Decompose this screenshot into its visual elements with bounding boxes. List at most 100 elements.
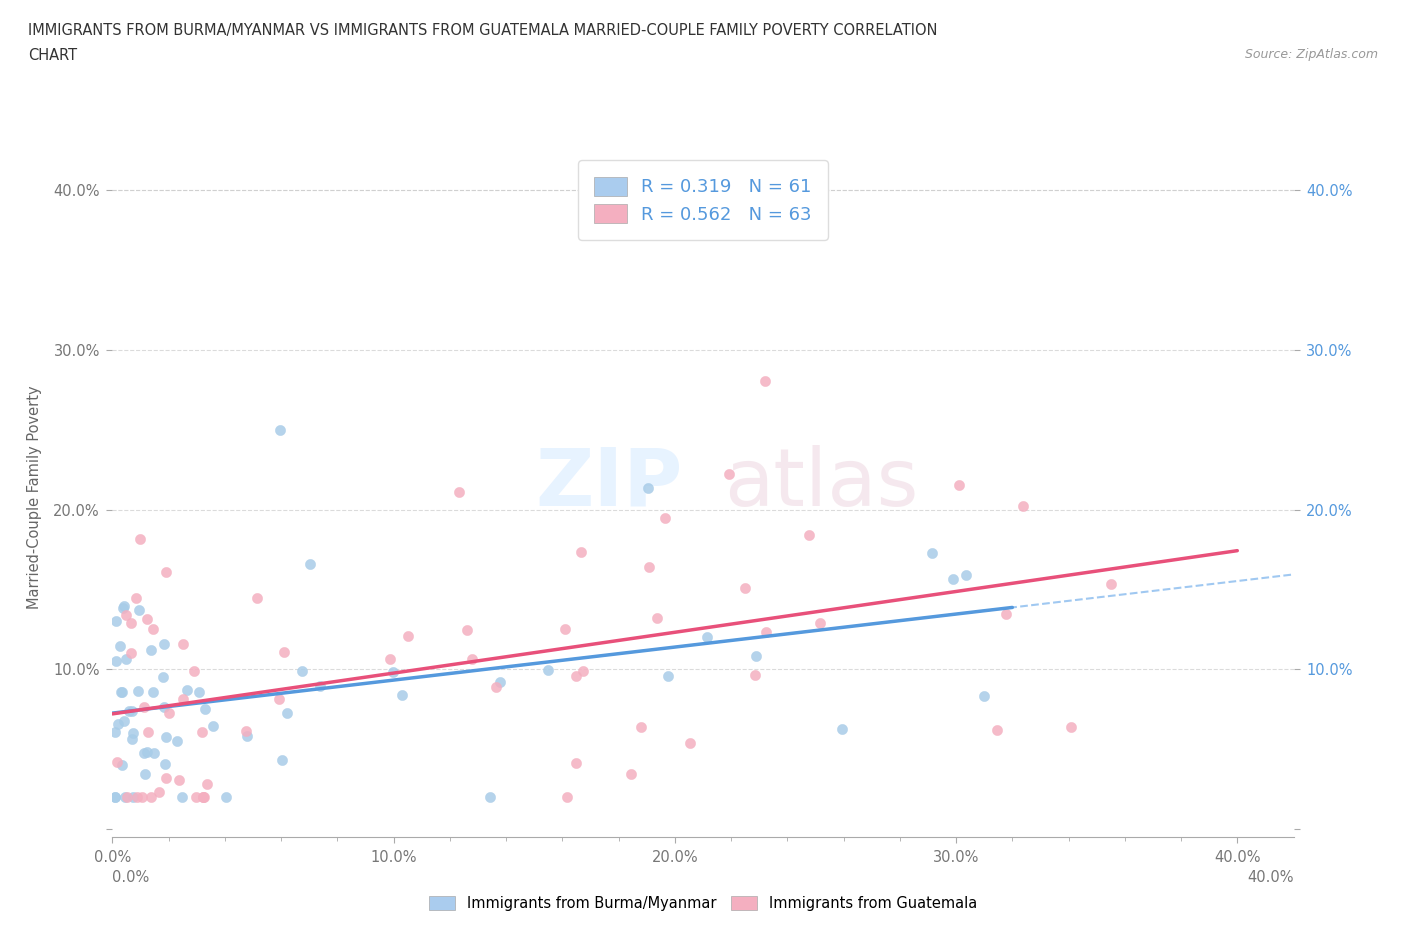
Text: 40.0%: 40.0% [1247, 870, 1294, 884]
Point [565, 755, 588, 770]
Point [127, 684, 149, 698]
Point [246, 591, 269, 605]
Point [449, 485, 471, 499]
Point [195, 777, 218, 791]
Legend: R = 0.319   N = 61, R = 0.562   N = 63: R = 0.319 N = 61, R = 0.562 N = 63 [578, 160, 828, 240]
Point [183, 664, 205, 679]
Point [167, 772, 190, 787]
Point [128, 603, 150, 618]
Point [104, 790, 127, 804]
Point [235, 724, 257, 738]
Point [191, 790, 214, 804]
Point [808, 616, 831, 631]
Point [382, 665, 405, 680]
Point [152, 670, 174, 684]
Y-axis label: Married-Couple Family Poverty: Married-Couple Family Poverty [27, 386, 42, 609]
Point [110, 685, 132, 700]
Point [129, 532, 152, 547]
Point [148, 785, 170, 800]
Point [754, 373, 776, 388]
Point [201, 719, 224, 734]
Point [139, 642, 162, 657]
Point [797, 528, 820, 543]
Point [186, 790, 208, 804]
Point [134, 746, 156, 761]
Point [572, 664, 595, 679]
Point [1060, 720, 1083, 735]
Text: Source: ZipAtlas.com: Source: ZipAtlas.com [1244, 48, 1378, 61]
Point [734, 580, 756, 595]
Point [1099, 577, 1122, 591]
Point [461, 652, 484, 667]
Point [191, 790, 214, 804]
Point [921, 546, 943, 561]
Point [115, 651, 138, 666]
Point [122, 725, 145, 740]
Point [125, 591, 148, 606]
Point [120, 645, 142, 660]
Point [115, 790, 138, 804]
Point [111, 600, 134, 615]
Point [396, 629, 419, 644]
Point [125, 790, 148, 804]
Point [166, 734, 188, 749]
Text: CHART: CHART [28, 48, 77, 63]
Text: 0.0%: 0.0% [112, 870, 149, 884]
Point [565, 669, 588, 684]
Point [744, 668, 766, 683]
Point [554, 622, 576, 637]
Point [112, 598, 135, 613]
Point [478, 790, 501, 804]
Point [157, 706, 180, 721]
Point [193, 790, 215, 804]
Point [141, 790, 163, 804]
Point [973, 688, 995, 703]
Point [654, 511, 676, 525]
Point [745, 648, 768, 663]
Point [485, 680, 508, 695]
Point [194, 702, 217, 717]
Point [108, 639, 131, 654]
Point [619, 767, 641, 782]
Point [142, 621, 165, 636]
Point [155, 730, 177, 745]
Point [136, 724, 159, 739]
Point [121, 731, 143, 746]
Point [155, 565, 177, 579]
Point [176, 683, 198, 698]
Point [112, 713, 135, 728]
Point [236, 728, 259, 743]
Text: IMMIGRANTS FROM BURMA/MYANMAR VS IMMIGRANTS FROM GUATEMALA MARRIED-COUPLE FAMILY: IMMIGRANTS FROM BURMA/MYANMAR VS IMMIGRA… [28, 23, 938, 38]
Point [489, 674, 512, 689]
Point [135, 744, 157, 759]
Point [120, 616, 142, 631]
Point [170, 790, 193, 804]
Point [104, 790, 127, 804]
Point [104, 724, 127, 739]
Point [273, 644, 295, 659]
Point [391, 687, 413, 702]
Point [136, 611, 159, 626]
Point [276, 706, 298, 721]
Point [111, 684, 134, 699]
Point [142, 684, 165, 699]
Point [557, 790, 579, 804]
Point [657, 669, 679, 684]
Point [986, 723, 1008, 737]
Point [637, 480, 659, 495]
Point [696, 630, 718, 644]
Point [134, 766, 156, 781]
Point [630, 719, 652, 734]
Point [537, 663, 560, 678]
Point [948, 477, 970, 492]
Point [105, 754, 128, 769]
Point [121, 703, 143, 718]
Point [298, 556, 321, 571]
Point [214, 790, 236, 804]
Point [569, 544, 592, 559]
Point [942, 572, 965, 587]
Point [107, 716, 129, 731]
Text: atlas: atlas [724, 445, 918, 523]
Point [679, 736, 702, 751]
Point [172, 691, 194, 706]
